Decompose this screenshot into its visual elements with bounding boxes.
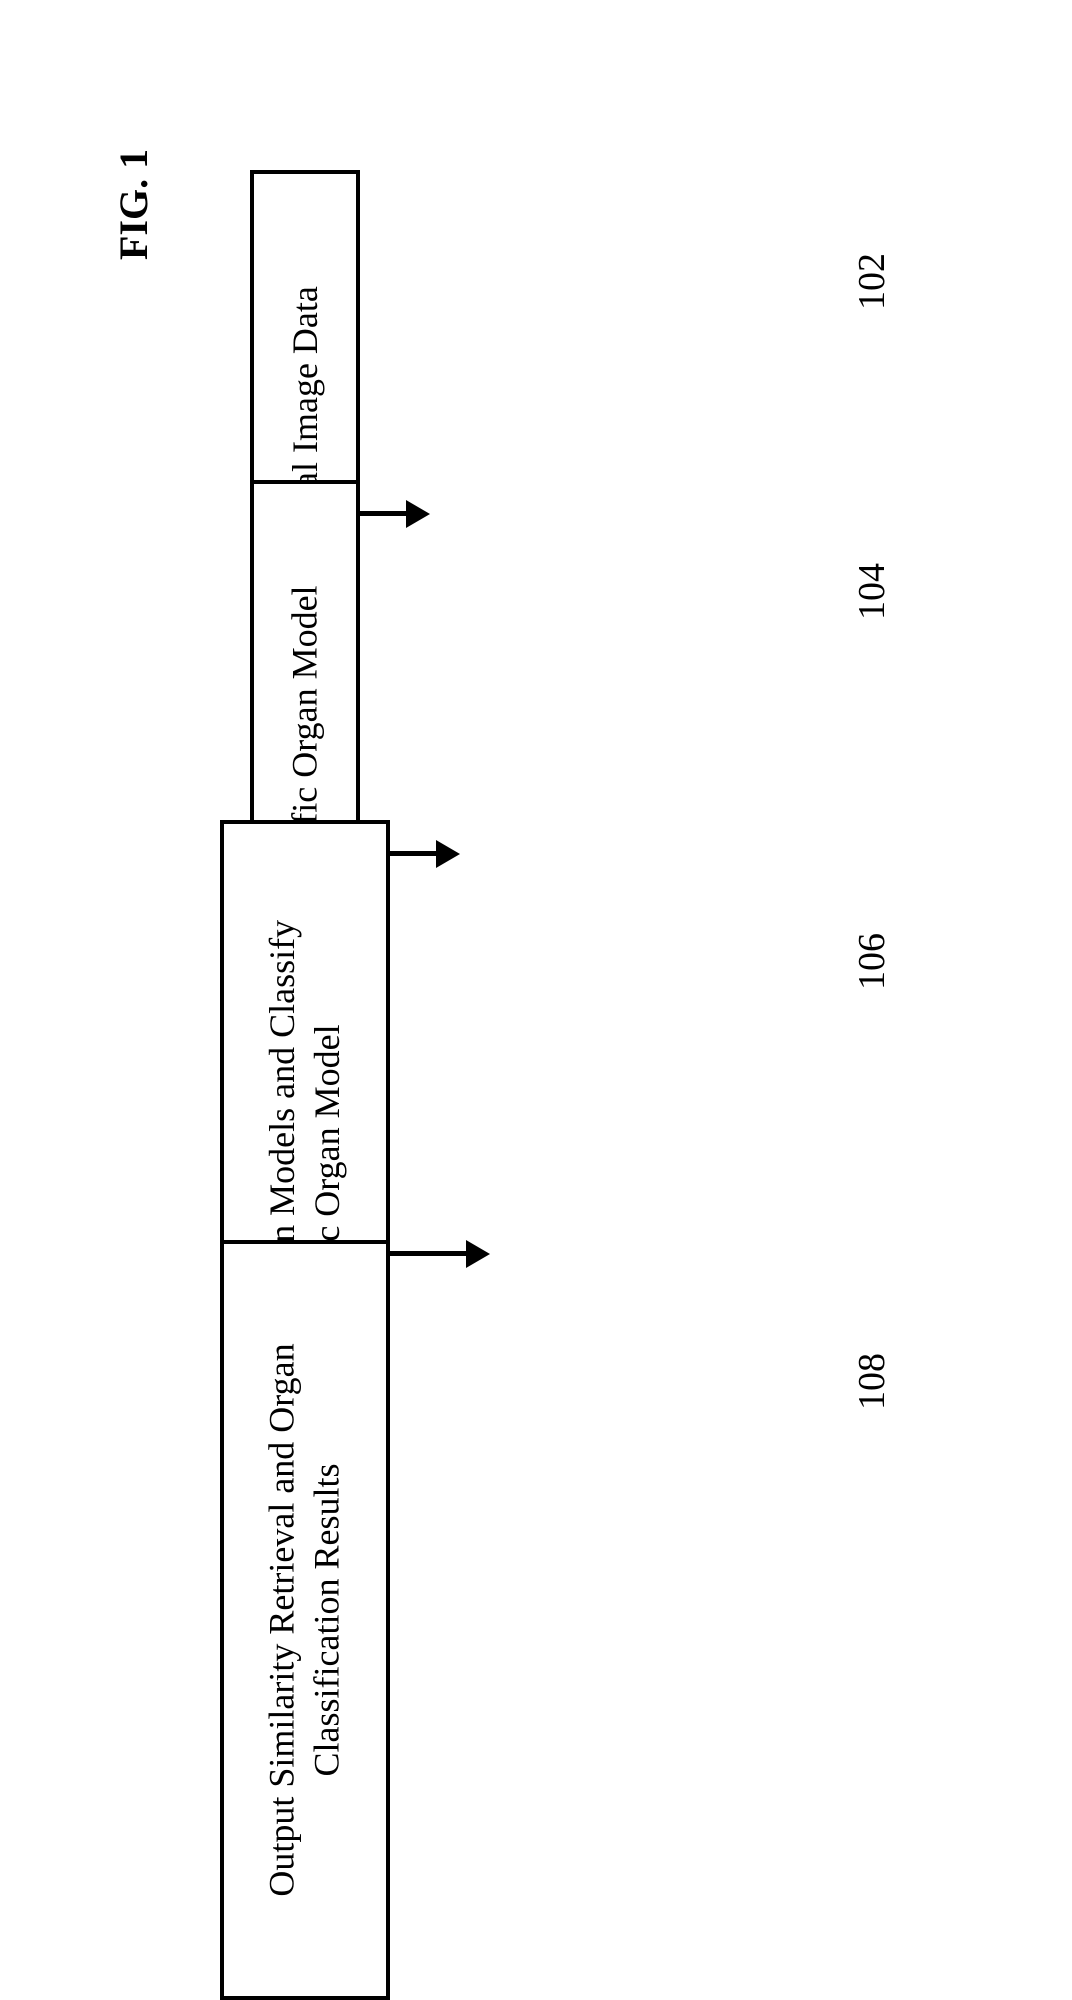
step-104-ref: 104 <box>850 500 890 620</box>
flowchart-diagram: 102 Receive Medical Image Data 104 Gener… <box>210 100 910 1714</box>
step-106-ref: 106 <box>850 870 890 990</box>
step-108-ref: 108 <box>850 1290 890 1410</box>
step-108-box: Output Similarity Retrieval and Organ Cl… <box>220 1240 390 2000</box>
figure-title: FIG. 1 <box>110 149 157 260</box>
step-108-group: 108 Output Similarity Retrieval and Orga… <box>210 1240 910 2000</box>
step-102-ref: 102 <box>850 190 890 310</box>
page: FIG. 1 102 Receive Medical Image Data 10… <box>0 0 1072 1814</box>
